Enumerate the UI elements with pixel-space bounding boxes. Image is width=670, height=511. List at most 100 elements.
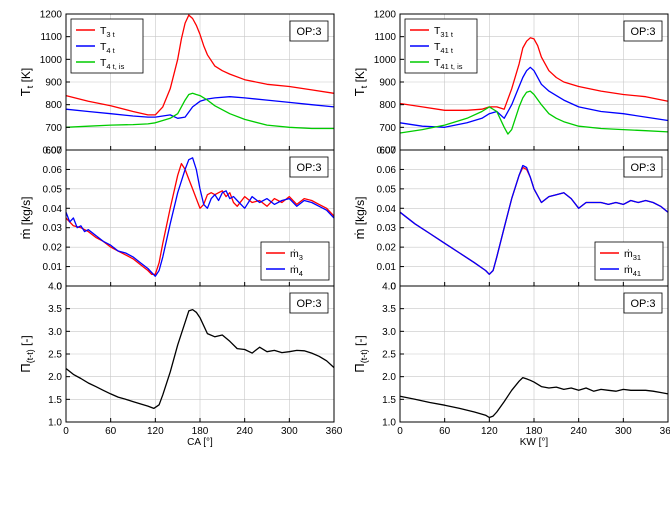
legend-entry-label: T3 t (100, 25, 116, 39)
series-line-pressure-ratio (65, 308, 335, 410)
y-tick-label: 1.0 (382, 418, 396, 429)
annotation-label: OP:3 (296, 298, 321, 310)
legend-box (260, 241, 330, 281)
y-tick-label: 900 (379, 78, 396, 89)
y-tick-label: 0.04 (377, 204, 397, 215)
y-tick-label: 0 (56, 282, 62, 293)
y-tick-label: 0.06 (43, 165, 63, 176)
y-axis-label: Π(t-t) [-] (18, 335, 35, 372)
annotation-box (623, 292, 663, 314)
chart-panel-2: 0 0.01 0.02 0.03 0.04 0.05 0.06 0.07 ṁ [kg/s] OP:… (18, 146, 335, 293)
legend-entry-label: T41 t, is (434, 57, 463, 71)
legend-entry-label: T41 t (434, 41, 454, 55)
y-tick-label: 2.5 (48, 350, 62, 361)
series-line-4 (65, 157, 335, 277)
y-tick-label: 0.01 (377, 262, 397, 273)
y-axis-label: Tt [K] (352, 68, 369, 96)
y-tick-label: 1200 (374, 10, 397, 21)
annotation-label: OP:3 (630, 298, 655, 310)
y-tick-label: 0.07 (377, 146, 397, 157)
series-line-41-t (399, 66, 669, 128)
y-axis-label: ṁ [kg/s] (18, 197, 33, 240)
y-tick-label: 0.04 (43, 204, 63, 215)
series-line-3-t (65, 14, 335, 116)
series-line-4-t (65, 96, 335, 119)
x-axis-label: CA [°] (187, 437, 213, 448)
chart-panel-4: 600 700 800 900 1000 1100 1200 Tt [K] OP:3 T31 t T… (352, 10, 669, 157)
x-tick-label: 120 (147, 426, 164, 437)
legend-entry-label: T4 t, is (100, 57, 125, 71)
y-axis-label: Π(t-t) [-] (352, 335, 369, 372)
annotation-label: OP:3 (630, 26, 655, 38)
y-tick-label: 900 (45, 78, 62, 89)
series-line-4-t-is (65, 92, 334, 130)
y-tick-label: 700 (45, 123, 62, 134)
y-tick-label: 1.5 (382, 395, 396, 406)
y-tick-label: 700 (379, 123, 396, 134)
x-tick-label: 300 (281, 426, 298, 437)
y-tick-label: 2.5 (382, 350, 396, 361)
annotation-label: OP:3 (296, 162, 321, 174)
chart-panel-6: 1.01.52.02.53.03.54.0060120180240300360K… (352, 282, 670, 449)
y-axis-label: ṁ [kg/s] (352, 197, 367, 240)
y-tick-label: 1.5 (48, 395, 62, 406)
y-tick-label: 0.01 (43, 262, 63, 273)
y-tick-label: 800 (379, 100, 396, 111)
y-tick-label: 0.05 (43, 184, 63, 195)
y-tick-label: 0.02 (377, 243, 397, 254)
legend-entry-label: ṁ4 (290, 264, 303, 278)
x-tick-label: 60 (439, 426, 451, 437)
series-line-41 (399, 164, 669, 275)
legend-entry-label: T4 t (100, 41, 116, 55)
y-tick-label: 1.0 (48, 418, 62, 429)
x-tick-label: 360 (660, 426, 670, 437)
chart-panel-1: 600 700 800 900 1000 1100 1200 Tt [K] OP:3 T3 t T4… (18, 10, 335, 157)
y-tick-label: 1100 (40, 32, 62, 43)
y-tick-label: 600 (379, 146, 396, 157)
y-tick-label: 3.0 (382, 327, 396, 338)
y-tick-label: 3.5 (48, 304, 62, 315)
series-line-41-t-is (399, 90, 669, 135)
y-tick-label: 1100 (374, 32, 396, 43)
x-tick-label: 120 (481, 426, 498, 437)
y-tick-label: 0.07 (43, 146, 63, 157)
legend-box (594, 241, 664, 281)
y-tick-label: 0.06 (377, 165, 397, 176)
annotation-label: OP:3 (296, 26, 321, 38)
annotation-box (289, 292, 329, 314)
x-tick-label: 180 (526, 426, 543, 437)
y-tick-label: 2.0 (48, 372, 62, 383)
legend-entry-label: ṁ41 (624, 264, 641, 278)
chart-panel-5: 0 0.01 0.02 0.03 0.04 0.05 0.06 0.07 ṁ [kg/s] OP:… (352, 146, 669, 293)
y-tick-label: 2.0 (382, 372, 396, 383)
x-tick-label: 60 (105, 426, 117, 437)
x-tick-label: 180 (192, 426, 209, 437)
y-tick-label: 800 (45, 100, 62, 111)
annotation-box (623, 20, 663, 42)
y-tick-label: 0.03 (377, 223, 397, 234)
legend-entry-label: ṁ3 (290, 248, 303, 262)
y-tick-label: 1000 (40, 55, 63, 66)
x-tick-label: 240 (236, 426, 253, 437)
x-tick-label: 0 (397, 426, 403, 437)
annotation-box (289, 156, 329, 178)
annotation-box (623, 156, 663, 178)
y-tick-label: 4.0 (48, 282, 62, 293)
x-tick-label: 300 (615, 426, 632, 437)
series-line-31-t (399, 37, 669, 111)
y-tick-label: 4.0 (382, 282, 396, 293)
legend-entry-label: T31 t (434, 25, 454, 39)
chart-panel-3: 1.01.52.02.53.03.54.00 60 120 180 240 300 360C… (18, 282, 343, 449)
y-tick-label: 0.03 (43, 223, 63, 234)
x-tick-label: 240 (570, 426, 587, 437)
series-line-pressure-ratio (399, 376, 669, 419)
legend-entry-label: ṁ31 (624, 248, 641, 262)
y-tick-label: 1000 (374, 55, 397, 66)
y-axis-label: Tt [K] (18, 68, 35, 96)
y-tick-label: 600 (45, 146, 62, 157)
y-tick-label: 0.02 (43, 243, 63, 254)
y-tick-label: 1200 (40, 10, 63, 21)
x-tick-label: 0 (63, 426, 69, 437)
x-tick-label: 360 (326, 426, 343, 437)
